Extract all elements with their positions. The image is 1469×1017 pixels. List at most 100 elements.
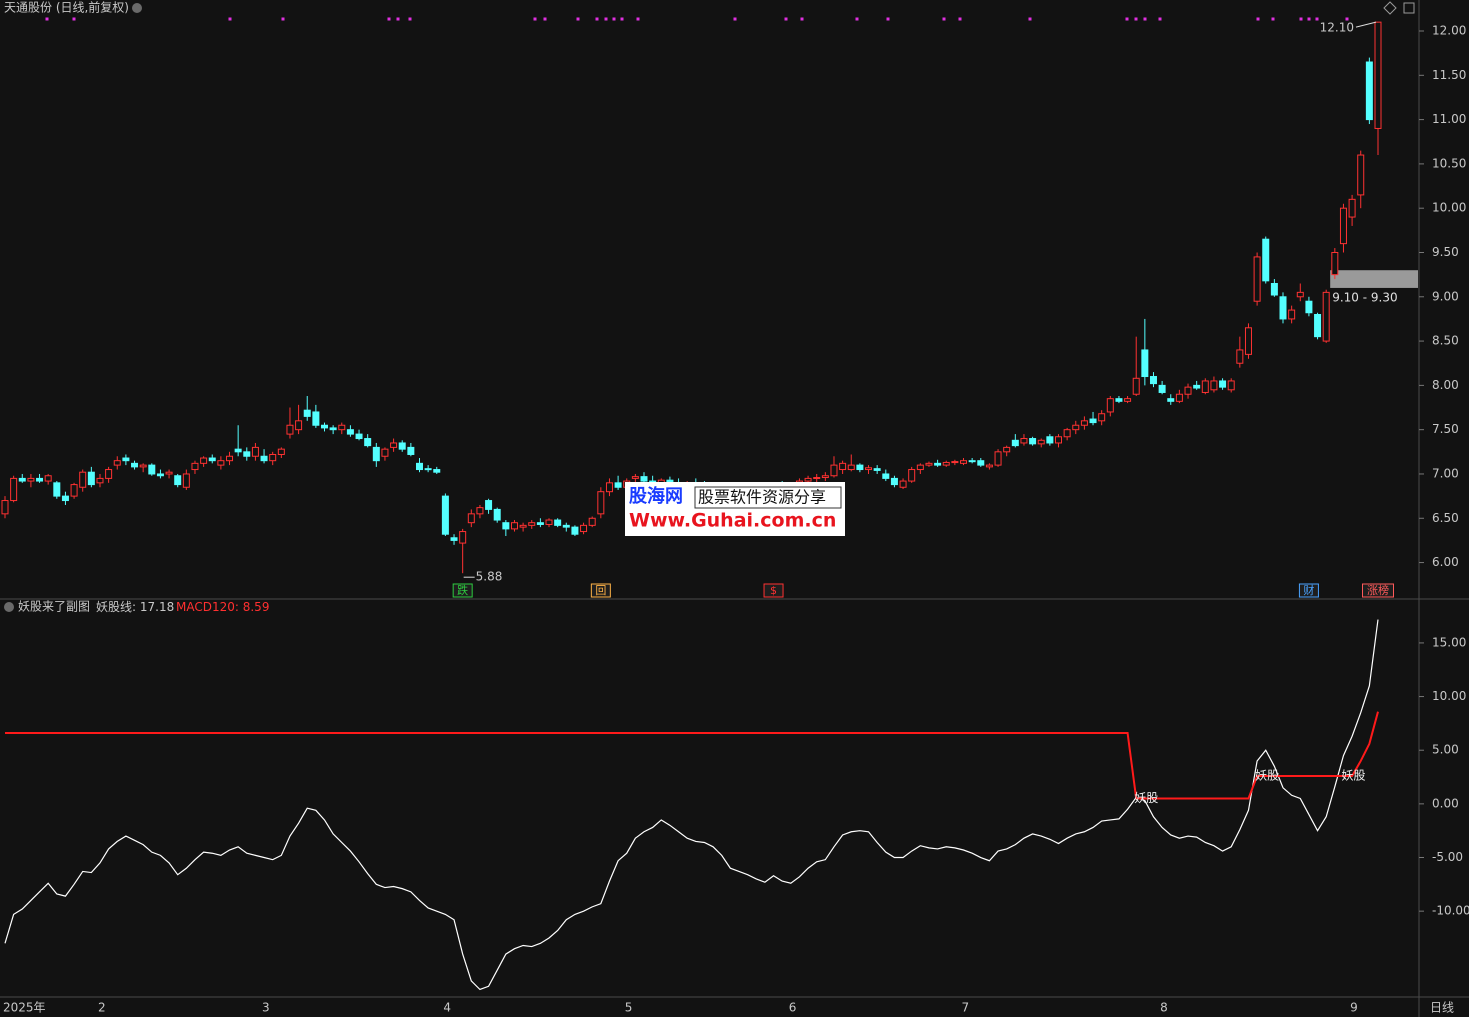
x-tick-label: 5 [625,1001,633,1015]
candle-up [96,477,104,484]
signal-dot [45,17,49,21]
candle-up [1124,398,1132,402]
candle-up [580,524,588,533]
candle-up [1175,393,1183,402]
menu-icon[interactable] [132,3,142,13]
signal-dot [396,17,400,21]
candle-up [1,500,9,515]
candle-down [208,457,216,462]
candle-up [217,460,225,466]
candle-up [1244,327,1252,355]
y-tick-label: 9.50 [1432,245,1459,259]
candle-up [830,464,838,477]
signal-dot [855,17,859,21]
event-label: 回 [595,584,606,597]
candle-down [441,495,449,535]
candle-down [122,457,130,462]
candle-up [631,476,639,479]
candle-down [1270,282,1278,296]
candle-up [113,460,121,466]
candle-up [476,507,484,515]
signal-dot [620,17,624,21]
y-tick-label: 6.50 [1432,511,1459,525]
signal-dot [784,17,788,21]
window-icon[interactable] [1403,2,1415,14]
candle-up [1348,198,1356,218]
signal-dot [408,17,412,21]
sub-title: 妖股来了副图 [18,600,90,614]
candle-up [899,480,907,488]
event-label: $ [770,584,777,597]
legend-sep: : [132,600,140,614]
legend-value: 8.59 [243,600,270,614]
candle-down [977,460,985,466]
candle-up [390,442,398,448]
sub-menu-icon[interactable] [4,602,14,612]
candle-down [485,500,493,510]
signal-dot [636,17,640,21]
candle-up [27,477,35,482]
zone-label: 9.10 - 9.30 [1332,290,1397,304]
candle-down [415,462,423,471]
candle-down [303,409,311,417]
candle-down [1011,439,1019,447]
candle-down [36,477,44,482]
candle-down [450,537,458,541]
candle-up [1322,291,1330,342]
candle-up [139,464,147,468]
event-box [452,583,473,598]
diamond-icon[interactable] [1383,1,1397,15]
candle-up [182,473,190,488]
candle-up [459,531,467,544]
annotation: 妖股 [1255,768,1279,782]
y-tick-label: 11.50 [1432,68,1466,82]
event-box [1362,583,1394,598]
candle-up [821,475,829,479]
y-tick-label: 11.00 [1432,112,1466,126]
candle-down [398,442,406,450]
candle-up [951,461,959,464]
candle-up [1357,154,1365,196]
candle-down [87,471,95,486]
candle-down [321,424,329,429]
signal-dot [281,17,285,21]
signal-dot [1307,17,1311,21]
candle-up [1054,436,1062,444]
candle-up [519,524,527,528]
y-tick-label: 10.00 [1432,689,1466,703]
candle-up [1374,21,1382,129]
slogan-box [694,486,842,509]
candle-down [1089,418,1097,424]
candle-down [1167,398,1175,402]
candle-up [10,477,18,502]
candle-down [355,433,363,440]
candle-up [1003,446,1011,453]
signal-dot [576,17,580,21]
candle-up [588,517,596,526]
candle-down [1305,300,1313,314]
candle-up [1296,291,1304,298]
y-tick-label: 12.00 [1432,24,1466,38]
candle-up [269,453,277,462]
signal-dot [1256,17,1260,21]
candle-down [562,524,570,528]
event-box [1298,583,1319,598]
candle-down [536,522,544,525]
legend-0: 妖股线: 17.18 [96,600,174,614]
watermark-slogan: 股票软件资源分享 [698,488,826,507]
y-tick-label: 9.00 [1432,289,1459,303]
candle-up [510,522,518,530]
candle-up [79,471,87,488]
candle-up [200,457,208,464]
y-tick-label: 6.00 [1432,555,1459,569]
candle-up [70,484,78,497]
legend-1: MACD120: 8.59 [176,600,269,614]
price-zone [1330,270,1418,288]
candle-up [1184,386,1192,395]
candle-down [1314,314,1322,338]
candle-up [1288,309,1296,320]
candle-up [839,462,847,471]
watermark: 股海网 股票软件资源分享 Www.Guhai.com.cn [625,482,845,536]
signal-dot [886,17,890,21]
